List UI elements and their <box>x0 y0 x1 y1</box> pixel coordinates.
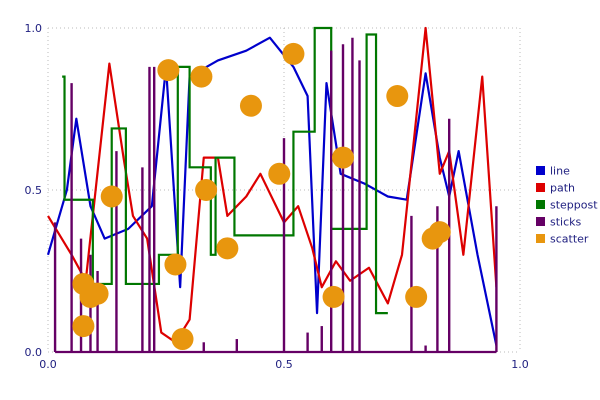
scatter-point <box>268 162 291 185</box>
legend-swatch-line <box>536 166 545 175</box>
legend-label-scatter: scatter <box>550 233 589 246</box>
scatter-point <box>157 59 180 82</box>
scatter-point <box>386 85 409 108</box>
x-tick-label: 0.0 <box>39 358 57 371</box>
scatter-point <box>428 221 451 244</box>
scatter-point <box>171 328 194 351</box>
legend-swatch-path <box>536 183 545 192</box>
y-tick-label: 1.0 <box>25 22 43 35</box>
scatter-point <box>282 42 305 65</box>
x-tick-label: 1.0 <box>511 358 529 371</box>
scatter-point <box>195 179 218 201</box>
scatter-point <box>322 285 345 308</box>
scatter-point <box>239 94 262 117</box>
legend-swatch-sticks <box>536 217 545 226</box>
legend-label-line: line <box>550 165 570 178</box>
scatter-point <box>164 253 187 276</box>
y-tick-label: 0.0 <box>25 346 43 359</box>
legend-label-sticks: sticks <box>550 216 582 229</box>
scatter-point <box>405 285 428 308</box>
series-path <box>47 26 498 344</box>
legend-label-steppost: steppost <box>550 199 598 212</box>
legend-swatch-scatter <box>536 234 545 243</box>
scatter-point <box>332 146 354 169</box>
scatter-point <box>72 315 95 338</box>
scatter-point <box>86 282 109 305</box>
scatter-point <box>216 237 239 260</box>
y-tick-label: 0.5 <box>25 184 43 197</box>
legend-swatch-steppost <box>536 200 545 209</box>
legend-label-path: path <box>550 182 575 195</box>
x-tick-label: 0.5 <box>275 358 293 371</box>
scatter-point <box>100 185 123 208</box>
scatter-point <box>190 65 213 88</box>
